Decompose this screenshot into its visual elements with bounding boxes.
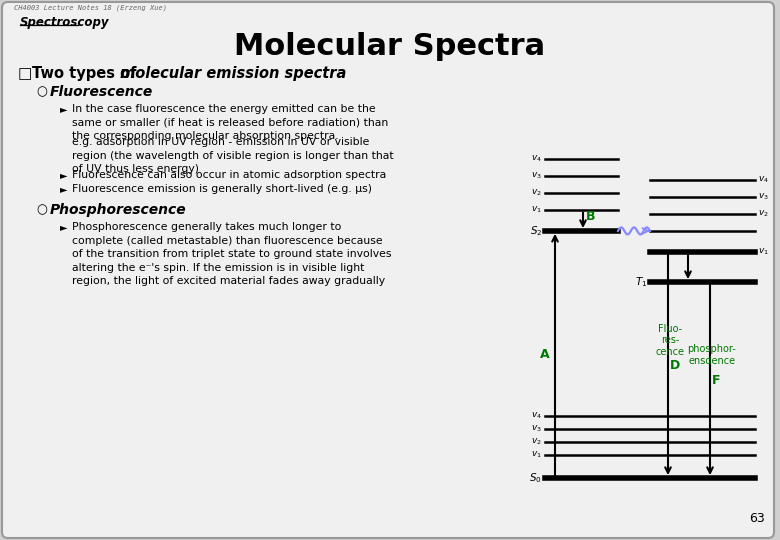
Text: A: A [541, 348, 550, 361]
Text: $v_3$: $v_3$ [758, 192, 769, 202]
Text: $v_3$: $v_3$ [531, 170, 542, 181]
Text: $v_2$: $v_2$ [758, 208, 769, 219]
Text: $S_2$: $S_2$ [530, 224, 542, 238]
Text: F: F [712, 374, 721, 387]
Text: $v_1$: $v_1$ [531, 449, 542, 460]
Text: $v_1$: $v_1$ [531, 204, 542, 215]
Text: Phosphorescence generally takes much longer to
complete (called metastable) than: Phosphorescence generally takes much lon… [72, 222, 392, 286]
Text: $v_1$: $v_1$ [758, 247, 769, 258]
Text: Fluorescence: Fluorescence [50, 85, 153, 99]
Text: ○: ○ [36, 203, 47, 216]
Text: Molecular Spectra: Molecular Spectra [235, 32, 545, 61]
Text: $v_2$: $v_2$ [531, 436, 542, 447]
Text: Fluorescence emission is generally short-lived (e.g. μs): Fluorescence emission is generally short… [72, 184, 372, 194]
Text: ►: ► [60, 104, 68, 114]
Text: ►: ► [60, 184, 68, 194]
Text: □: □ [18, 66, 33, 81]
Text: $T_1$: $T_1$ [635, 275, 647, 289]
Text: ○: ○ [36, 85, 47, 98]
Text: e.g. adsorption in UV region - emission in UV or visible
region (the wavelength : e.g. adsorption in UV region - emission … [72, 137, 394, 174]
Text: CH4003 Lecture Notes 18 (Erzeng Xue): CH4003 Lecture Notes 18 (Erzeng Xue) [14, 4, 167, 11]
Text: 63: 63 [750, 512, 765, 525]
Text: Phosphorescence: Phosphorescence [50, 203, 186, 217]
Text: $v_3$: $v_3$ [531, 424, 542, 434]
Text: Fluo-
res-
cence: Fluo- res- cence [655, 323, 685, 357]
Text: $v_4$: $v_4$ [531, 153, 542, 164]
Text: Fluorescence can also occur in atomic adsorption spectra: Fluorescence can also occur in atomic ad… [72, 170, 386, 180]
Text: D: D [670, 359, 680, 372]
Text: Two types of: Two types of [32, 66, 142, 81]
Text: ►: ► [60, 170, 68, 180]
Text: In the case fluorescence the energy emitted can be the
same or smaller (if heat : In the case fluorescence the energy emit… [72, 104, 388, 141]
Text: ►: ► [60, 222, 68, 232]
Text: phosphor-
ensdence: phosphor- ensdence [688, 344, 736, 366]
Text: Spectroscopy: Spectroscopy [20, 16, 109, 29]
Text: $S_0$: $S_0$ [530, 471, 542, 485]
Text: $v_2$: $v_2$ [531, 187, 542, 198]
Text: molecular emission spectra: molecular emission spectra [120, 66, 346, 81]
Text: B: B [586, 210, 595, 223]
Text: $v_4$: $v_4$ [758, 174, 769, 185]
Text: $v_4$: $v_4$ [531, 411, 542, 422]
